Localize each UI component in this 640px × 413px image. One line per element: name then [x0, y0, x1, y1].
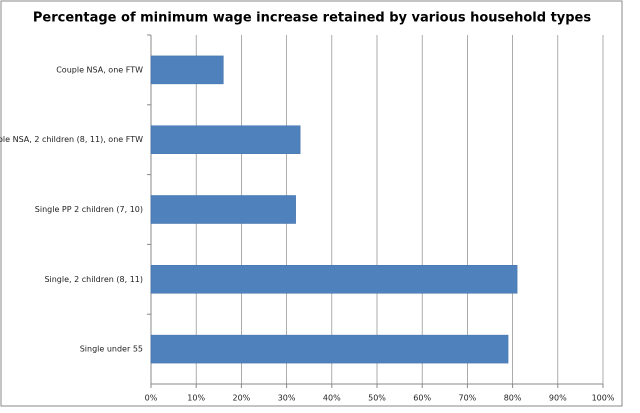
x-tick-label: 90%: [549, 394, 567, 403]
x-tick-label: 60%: [413, 394, 431, 403]
x-tick-label: 20%: [233, 394, 251, 403]
bar: [150, 195, 296, 224]
bar: [150, 334, 509, 364]
bar: [150, 125, 301, 154]
y-tick-label: Single, 2 children (8, 11): [44, 275, 143, 284]
x-tick-label: 0%: [145, 394, 158, 403]
bar: [150, 265, 518, 294]
x-tick-label: 40%: [323, 394, 341, 403]
y-tick-label: Couple NSA, 2 children (8, 11), one FTW: [0, 135, 143, 144]
y-tick-label: Couple NSA, one FTW: [56, 65, 143, 74]
x-tick-label: 30%: [278, 394, 296, 403]
x-tick-label: 100%: [592, 394, 615, 403]
x-tick-label: 50%: [368, 394, 386, 403]
bar: [150, 55, 224, 85]
y-tick-label: Single under 55: [80, 345, 143, 354]
x-tick-label: 70%: [459, 394, 477, 403]
chart-title: Percentage of minimum wage increase reta…: [33, 11, 592, 26]
y-tick-label: Single PP 2 children (7, 10): [35, 205, 143, 214]
x-tick-label: 10%: [187, 394, 205, 403]
x-tick-label: 80%: [504, 394, 522, 403]
